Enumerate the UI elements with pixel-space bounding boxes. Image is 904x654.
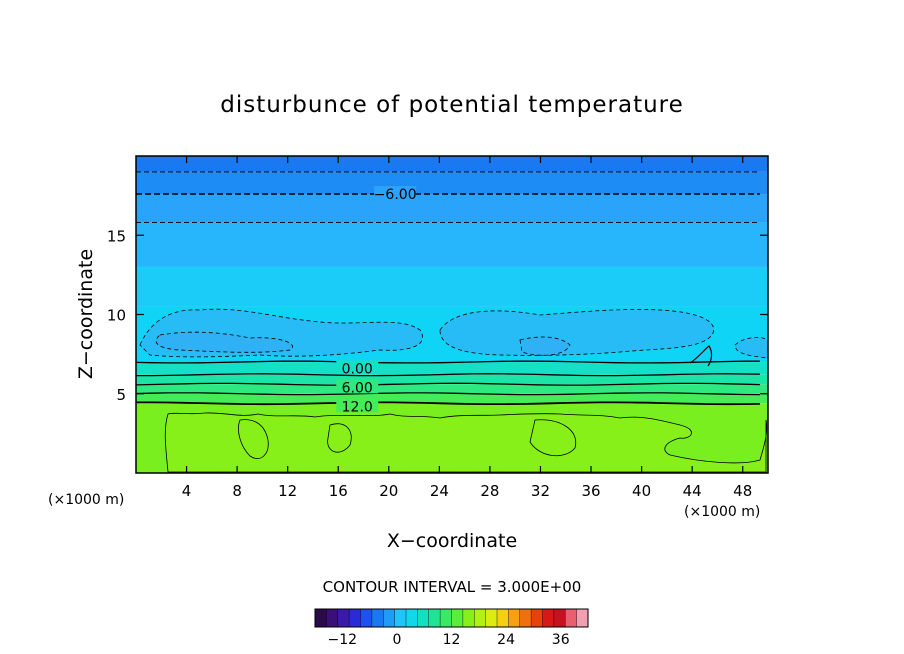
colorbar-tick-label-2: 12: [443, 632, 461, 648]
x-tick-label-12: 12: [278, 482, 297, 500]
y-axis-label: Z−coordinate: [75, 249, 97, 379]
colorbar-swatch-1: [326, 609, 339, 627]
colorbar-swatch-19: [531, 609, 544, 627]
colorbar: [314, 609, 589, 627]
level-band-3: [136, 222, 768, 267]
x-unit-right: (×1000 m): [684, 504, 760, 520]
x-unit-left: (×1000 m): [48, 492, 124, 508]
x-tick-label-32: 32: [531, 482, 550, 500]
colorbar-swatch-9: [417, 609, 430, 627]
colorbar-swatch-23: [576, 609, 589, 627]
contour-line-3: [136, 360, 760, 364]
contour-label-2: 6.00: [342, 380, 373, 396]
contour-label-bg-2: [336, 379, 379, 394]
x-tick-label-20: 20: [379, 482, 398, 500]
level-band-8: [136, 384, 768, 394]
colorbar-swatch-11: [440, 609, 453, 627]
x-axis-label: X−coordinate: [387, 530, 517, 552]
colorbar-tick-label-1: 0: [392, 632, 401, 648]
colorbar-swatch-0: [315, 609, 327, 627]
y-tick-label-10: 10: [107, 307, 126, 325]
level-band-0: [136, 156, 768, 172]
colorbar-tick-label-0: −12: [328, 632, 358, 648]
level-band-9: [136, 393, 768, 404]
colorbar-tick-label-3: 24: [497, 632, 515, 648]
x-tick-label-28: 28: [480, 482, 499, 500]
positive-contour-1: [238, 419, 269, 459]
colorbar-tick-label-4: 36: [552, 632, 570, 648]
x-tick-label-8: 8: [232, 482, 242, 500]
colorbar-swatch-4: [360, 609, 373, 627]
contour-line-7: [136, 401, 761, 406]
colorbar-swatch-8: [406, 609, 418, 627]
contour-label-0: −6.00: [374, 187, 417, 203]
contour-label-1: 0.00: [342, 361, 373, 377]
contour-line-5: [136, 382, 761, 386]
contour-line-4: [136, 373, 761, 377]
contour-line-6: [136, 392, 761, 396]
y-tick-label-15: 15: [107, 227, 126, 245]
level-band-2: [136, 194, 768, 223]
colorbar-swatch-22: [565, 609, 578, 627]
colorbar-swatch-7: [394, 609, 407, 627]
y-axis-ticks: 5 10 15: [107, 227, 768, 404]
x-tick-label-16: 16: [329, 482, 348, 500]
positive-contour-2: [327, 423, 352, 453]
contour-label-3: 12.0: [342, 399, 373, 415]
chart-title: disturbunce of potential temperature: [220, 92, 684, 118]
colorbar-swatch-5: [371, 609, 384, 627]
negative-contour-1: [155, 331, 293, 353]
contour-blobs: [139, 308, 768, 473]
contour-interval-text: CONTOUR INTERVAL = 3.000E+00: [323, 578, 582, 596]
contour-lines: [136, 171, 761, 406]
colorbar-swatch-13: [462, 609, 475, 627]
plot-area: [136, 156, 768, 473]
colorbar-swatch-15: [485, 609, 498, 627]
colorbar-swatch-12: [451, 609, 464, 627]
colorbar-swatch-21: [553, 609, 566, 627]
y-tick-label-5: 5: [116, 386, 126, 404]
x-tick-label-36: 36: [581, 482, 600, 500]
colorbar-swatch-17: [508, 609, 521, 627]
level-band-7: [136, 374, 768, 385]
colorbar-swatch-18: [519, 609, 532, 627]
x-tick-label-44: 44: [683, 482, 702, 500]
contour-label-bg-0: [374, 186, 417, 201]
contour-wave: [689, 345, 713, 367]
x-tick-label-48: 48: [733, 482, 752, 500]
colorbar-swatch-16: [497, 609, 509, 627]
level-band-1: [136, 171, 768, 195]
positive-contour-0: [164, 412, 768, 473]
x-tick-label-40: 40: [632, 482, 651, 500]
colorbar-swatch-10: [428, 609, 441, 627]
negative-contour-4: [734, 337, 768, 359]
contour-label-bg-3: [336, 398, 379, 413]
colorbar-swatch-20: [542, 609, 555, 627]
contour-label-bg-1: [336, 360, 379, 375]
level-band-6: [136, 362, 768, 375]
colorbar-swatch-2: [337, 609, 350, 627]
level-band-4: [136, 266, 768, 307]
x-axis-ticks: 4 8 12 16 20 24 28 32 36 40 44 48: [182, 156, 752, 500]
colorbar-swatch-14: [474, 609, 487, 627]
x-tick-label-24: 24: [430, 482, 449, 500]
colorbar-frame: [314, 608, 589, 628]
negative-contour-3: [519, 336, 571, 356]
contour-labels: −6.00 0.00 6.00 12.0: [336, 186, 417, 415]
colorbar-swatch-3: [349, 609, 362, 627]
colorbar-ticks: −12 0 12 24 36: [328, 632, 570, 648]
negative-contour-2: [439, 309, 715, 356]
positive-contour-3: [529, 419, 577, 456]
colorbar-swatch-6: [383, 609, 396, 627]
x-tick-label-4: 4: [182, 482, 192, 500]
